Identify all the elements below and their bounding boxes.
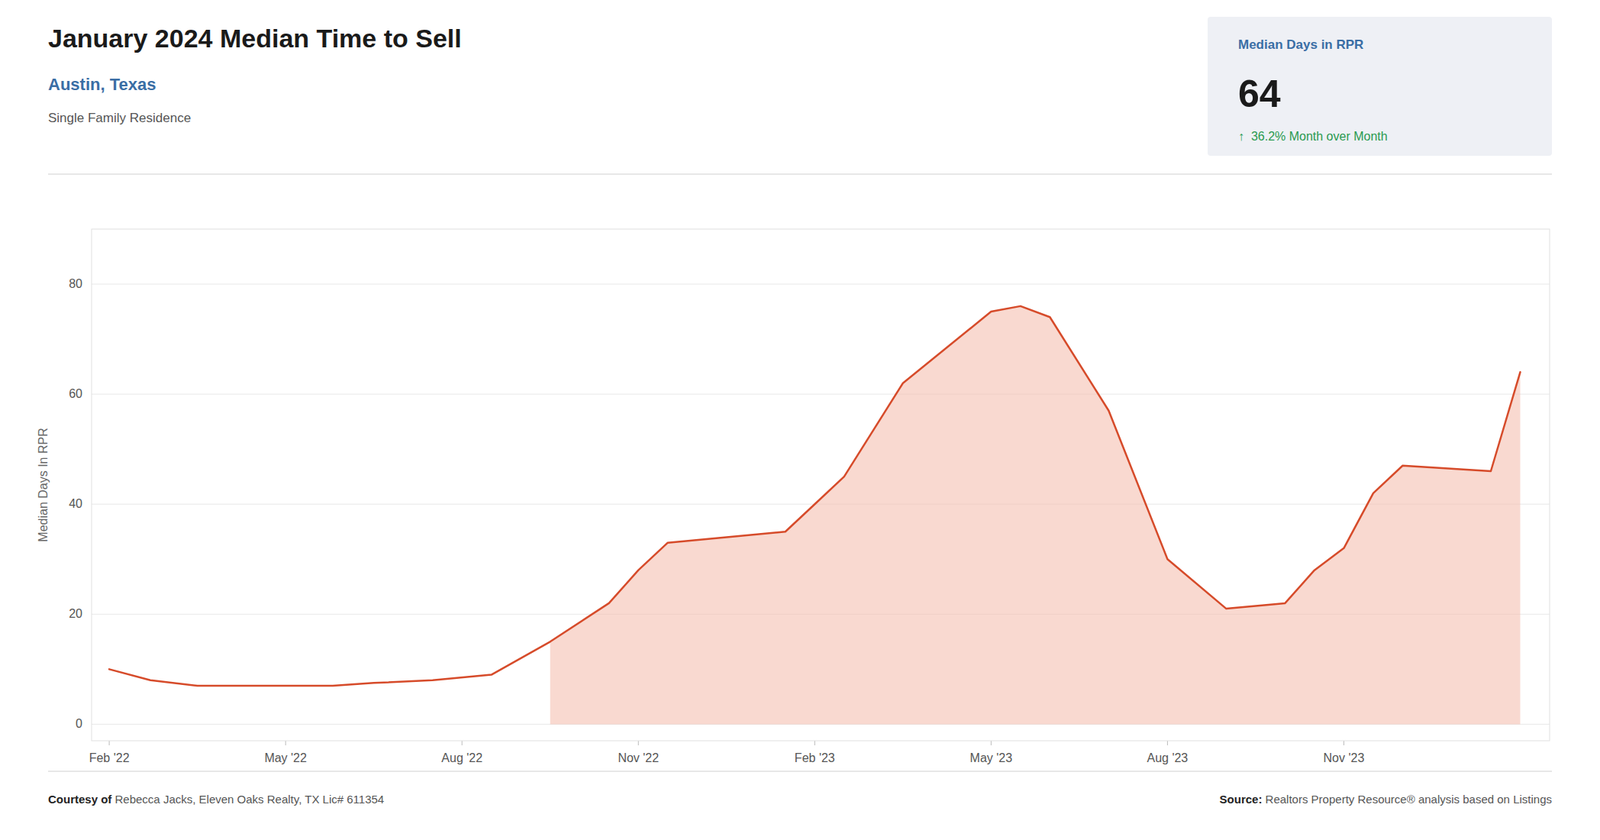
subtitle2: Single Family Residence [48,110,191,126]
x-tick-label: May '22 [264,751,307,765]
footer-source: Source: Realtors Property Resource® anal… [1219,792,1552,806]
y-tick-label: 60 [68,387,83,400]
x-tick-label: Feb '23 [794,751,836,765]
footer-source-rest: Realtors Property Resource® analysis bas… [1261,792,1552,806]
x-tick [638,740,639,746]
footer-courtesy-rest: Rebecca Jacks, Eleven Oaks Realty, TX Li… [111,792,384,806]
line [109,306,1520,686]
y-tick-label: 80 [68,277,83,291]
title: January 2024 Median Time to Sell [48,23,462,53]
grid-line [91,283,1550,285]
y-axis-label: Median Days In RPR [36,427,50,542]
footer-courtesy: Courtesy of Rebecca Jacks, Eleven Oaks R… [48,792,384,806]
info-box [1207,16,1552,156]
x-tick-label: Nov '22 [617,751,659,765]
x-tick [814,740,816,746]
footer-courtesy-bold: Courtesy of [48,792,113,806]
info-box-title: Median Days in RPR [1238,37,1364,52]
area [550,306,1521,725]
x-tick-label: Feb '22 [89,751,130,765]
x-tick [1343,740,1345,746]
grid-line [91,393,1550,395]
chart: January 2024 Median Time to Sell Austin, … [0,0,1600,840]
x-tick-label: Aug '23 [1147,751,1189,765]
info-box-change: ↑ 36.2% Month over Month [1238,129,1388,143]
info-box-value: 64 [1238,72,1281,116]
x-tick [990,740,992,746]
x-tick-label: Nov '23 [1323,751,1365,765]
separator [48,174,1552,175]
subtitle: Austin, Texas [48,74,156,94]
plot-data [109,306,1520,725]
footer-source-bold: Source: [1219,792,1263,806]
background [0,0,1600,840]
x-tick [461,740,463,746]
plot-frame [91,229,1550,741]
y-tick-label: 40 [68,496,83,510]
x-tick [109,740,110,746]
x-tick-label: Aug '22 [441,751,483,765]
separator [48,770,1552,772]
x-tick [285,740,287,746]
x-tick-label: May '23 [970,751,1013,765]
y-tick-label: 20 [68,606,83,620]
y-tick-label: 0 [75,716,83,730]
x-tick [1167,740,1168,746]
